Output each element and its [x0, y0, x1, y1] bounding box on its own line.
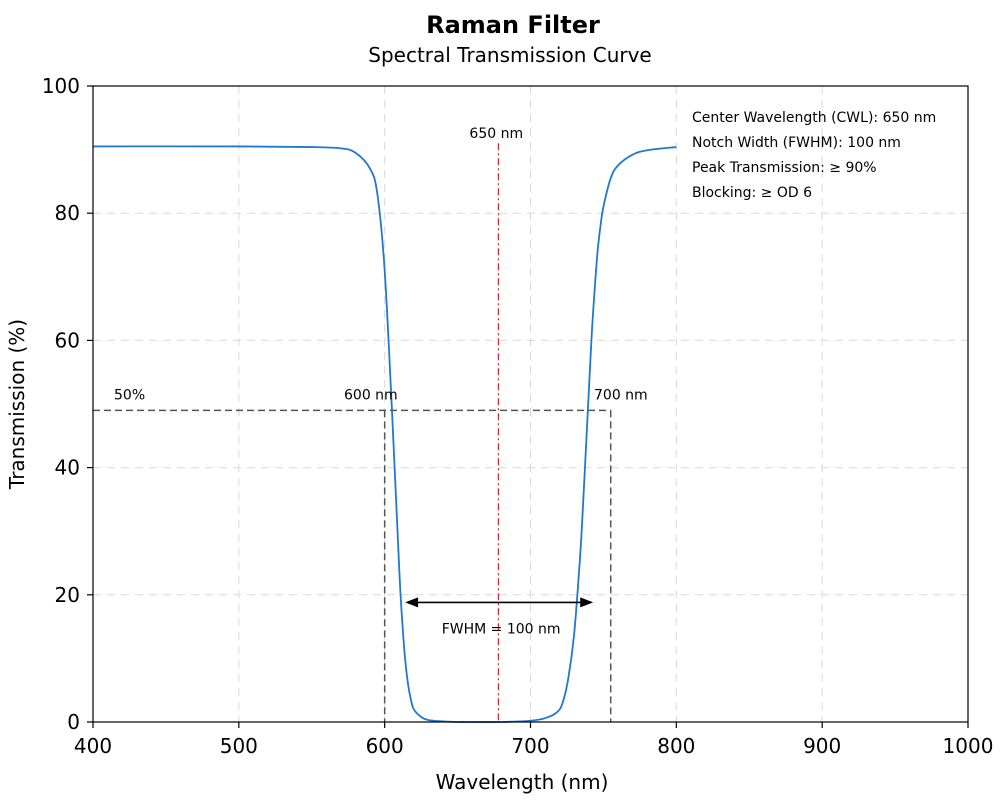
center-wavelength-label: 650 nm [469, 126, 523, 142]
reference-guides [93, 143, 612, 722]
x-tick-label: 800 [657, 734, 695, 758]
half-max-label: 50% [114, 387, 145, 403]
chart-title: Raman Filter [426, 11, 600, 39]
info-line: Peak Transmission: ≥ 90% [692, 160, 877, 176]
y-tick-label: 60 [55, 328, 80, 352]
info-line: Notch Width (FWHM): 100 nm [692, 135, 901, 151]
y-tick-label: 20 [55, 583, 80, 607]
x-tick-label: 900 [803, 734, 841, 758]
y-tick-label: 80 [55, 201, 80, 225]
fwhm-arrowhead-right [580, 597, 594, 608]
info-line: Center Wavelength (CWL): 650 nm [692, 110, 936, 126]
x-tick-label: 600 [366, 734, 404, 758]
left-edge-label: 600 nm [344, 387, 398, 403]
x-tick-label: 1000 [943, 734, 994, 758]
x-tick-label: 400 [74, 734, 112, 758]
y-axis-label: Transmission (%) [5, 319, 29, 490]
y-tick-label: 100 [42, 74, 80, 98]
x-axis-label: Wavelength (nm) [436, 770, 609, 794]
x-tick-label: 500 [220, 734, 258, 758]
axis-ticks: 400 500 600 700 800 900 1000 0 20 40 60 80 100 [42, 74, 994, 758]
y-tick-label: 0 [67, 710, 80, 734]
annotations: 50% 600 nm 700 nm 650 nm FWHM = 100 nm Center… [114, 110, 936, 637]
fwhm-label: FWHM = 100 nm [442, 621, 561, 637]
x-tick-label: 700 [511, 734, 549, 758]
right-edge-label: 700 nm [594, 387, 648, 403]
fwhm-arrowhead-left [405, 597, 419, 608]
y-tick-label: 40 [55, 456, 80, 480]
chart-subtitle: Spectral Transmission Curve [368, 43, 652, 67]
info-line: Blocking: ≥ OD 6 [692, 185, 812, 201]
